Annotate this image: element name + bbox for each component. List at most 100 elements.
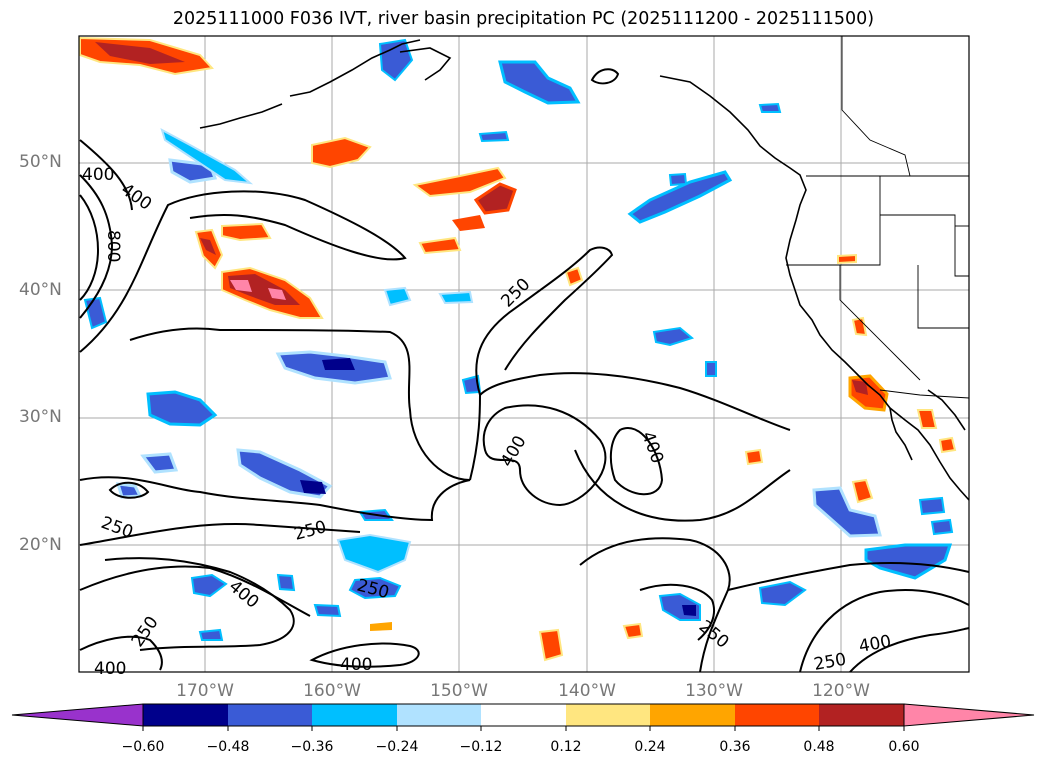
anomaly-positive: [938, 436, 957, 454]
ivt-contour-250: [590, 68, 620, 85]
ivt-contour-400: [79, 565, 311, 617]
contour-label: 400: [82, 165, 114, 185]
anomaly-weak-negative: [336, 533, 412, 574]
anomaly-positive: [837, 253, 857, 265]
anomaly-positive: [452, 215, 485, 231]
us-mexico-border: [879, 389, 970, 399]
contour-label: 400: [340, 655, 372, 675]
aleutian-islands: [289, 39, 421, 97]
state-border: [917, 265, 969, 329]
anomaly-negative: [140, 452, 179, 474]
longitude-label: 130°W: [685, 681, 743, 701]
ivt-contour-250: [799, 589, 970, 673]
anomaly-weak-negative: [160, 127, 254, 185]
longitude-label: 150°W: [430, 681, 488, 701]
anomaly-negative: [146, 390, 218, 427]
colorbar-tick-label: 0.60: [888, 739, 920, 755]
anomaly-negative: [812, 486, 882, 538]
anomaly-negative: [918, 496, 946, 516]
anomaly-positive: [418, 236, 462, 255]
colorbar-segment: [228, 704, 312, 726]
colorbar-extend-max: [903, 703, 1035, 727]
colorbar-tick-label: −0.12: [459, 739, 503, 755]
anomaly-positive: [744, 448, 764, 466]
anomaly-strong-positive: [200, 238, 216, 255]
ivt-contour-250: [79, 635, 163, 671]
anomaly-negative: [276, 573, 296, 592]
anomaly-positive: [622, 622, 644, 640]
ivt-contour-400: [482, 404, 607, 507]
ivt-contour-400: [104, 557, 295, 651]
state-borders: [786, 36, 970, 399]
ivt-contour-250: [108, 481, 150, 499]
anomaly-negative: [705, 361, 717, 377]
colorbar-segment: [650, 704, 735, 726]
ivt-contour-250: [579, 537, 731, 673]
ivt-contour-250: [79, 523, 361, 546]
anomaly-weak-negative: [383, 286, 412, 307]
colorbar-segment: [312, 704, 397, 726]
colorbar-segment: [735, 704, 819, 726]
anomaly-negative: [313, 603, 342, 618]
colorbar-tick-label: 0.24: [634, 739, 666, 755]
anomaly-negative: [478, 130, 510, 143]
anomaly-positive: [564, 266, 584, 287]
latitude-label: 40°N: [19, 280, 62, 300]
anomaly-strong-positive: [95, 42, 185, 64]
colorbar-segment: [566, 704, 650, 726]
ivt-contour-250: [79, 476, 471, 522]
colorbar-outline: [142, 703, 905, 727]
ivt-contour-400: [79, 139, 133, 211]
coastlines: [199, 39, 970, 501]
contour-label: 400: [94, 659, 126, 679]
latitude-label: 50°N: [19, 152, 62, 172]
anomaly-negative: [627, 170, 733, 224]
colorbar-segment: [397, 704, 481, 726]
anomaly-strong-positive: [473, 182, 517, 215]
colorbar-segment: [143, 704, 228, 726]
anomaly-strong-negative: [682, 605, 696, 616]
colorbar-tick-label: −0.60: [121, 739, 165, 755]
ivt-contour-400: [309, 642, 420, 668]
state-border: [839, 265, 921, 381]
colorbar-tick-label: −0.48: [206, 739, 250, 755]
longitude-label: 160°W: [303, 681, 361, 701]
gulf-coast: [927, 389, 966, 431]
colorbar-tick-label: 0.36: [719, 739, 751, 755]
map-frame: [78, 35, 970, 673]
anomaly-negative: [190, 573, 228, 598]
anomaly-strong-positive: [852, 380, 868, 395]
ivt-contour-400: [574, 449, 791, 522]
anomaly-negative: [758, 102, 782, 113]
anomaly-weak-negative: [438, 290, 474, 305]
longitude-label: 140°W: [558, 681, 616, 701]
ivt-contour-400: [609, 427, 664, 496]
anomaly-negative: [348, 576, 402, 600]
colorbar-tick-label: 0.12: [550, 739, 582, 755]
map-title: 2025111000 F036 IVT, river basin precipi…: [172, 9, 875, 29]
ivt-contour-250: [727, 561, 970, 591]
precipitation-anomalies: [79, 36, 957, 662]
colorbar: [11, 703, 1035, 731]
colorbar-tick-label: −0.36: [290, 739, 334, 755]
anomaly-positive: [851, 478, 874, 504]
anomaly-negative: [378, 38, 414, 82]
ivt-contour-800: [79, 194, 100, 301]
anomaly-strong-negative: [300, 480, 326, 494]
colorbar-segment: [819, 704, 904, 726]
ivt-contours: [79, 68, 970, 673]
latitude-label: 30°N: [19, 407, 62, 427]
map-background: [79, 36, 969, 672]
baja-california: [889, 407, 913, 461]
anomaly-negative: [652, 326, 695, 347]
anomaly-negative: [198, 628, 224, 641]
ivt-contour-800: [79, 174, 114, 319]
anomaly-negative: [758, 580, 807, 607]
anomaly-strong-negative: [322, 358, 355, 370]
ivt-contour-400: [639, 583, 716, 641]
longitude-label: 170°W: [176, 681, 234, 701]
canada-border: [841, 36, 911, 177]
pacific-coast: [659, 75, 970, 501]
ivt-contour-400: [79, 190, 407, 353]
